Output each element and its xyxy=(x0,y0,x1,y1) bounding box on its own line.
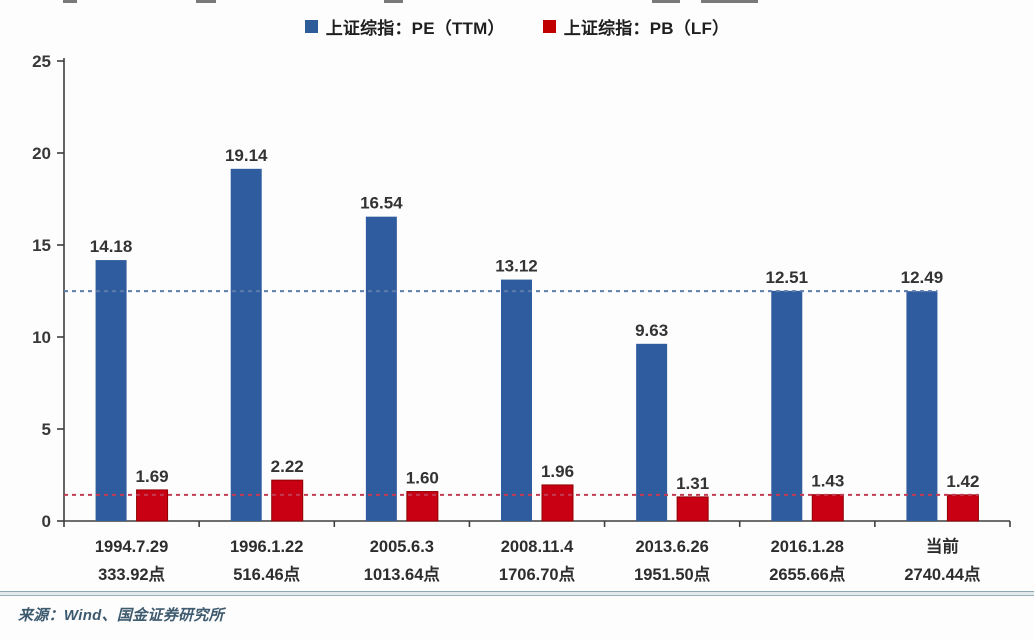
pe-bar xyxy=(501,279,532,521)
legend-swatch-pb-icon xyxy=(542,20,556,33)
y-tick-label: 25 xyxy=(32,52,51,71)
cropped-text-remnant xyxy=(384,0,403,3)
pe-value-label: 12.51 xyxy=(766,268,809,287)
pb-bar xyxy=(676,496,709,522)
pb-value-label: 1.31 xyxy=(676,474,709,493)
cropped-text-remnant xyxy=(652,0,680,3)
pb-bar xyxy=(946,494,979,522)
footer-separator xyxy=(0,591,1034,596)
pe-value-label: 19.14 xyxy=(225,146,268,165)
x-axis-label-date: 1994.7.29 xyxy=(95,538,168,556)
chart-legend: 上证综指：PE（TTM） 上证综指：PB（LF） xyxy=(0,14,1034,39)
y-tick-label: 10 xyxy=(32,328,51,347)
y-tick-label: 20 xyxy=(32,144,51,163)
pe-value-label: 16.54 xyxy=(360,194,403,213)
pe-bar xyxy=(230,168,262,521)
cropped-text-remnant xyxy=(63,0,77,3)
x-axis-label-points: 1013.64点 xyxy=(364,564,441,584)
pe-bar xyxy=(95,260,127,521)
pb-value-label: 1.43 xyxy=(811,472,844,491)
legend-item-pe: 上证综指：PE（TTM） xyxy=(304,14,505,39)
pe-value-label: 13.12 xyxy=(495,257,538,276)
pe-bar xyxy=(906,291,938,521)
x-axis-label-points: 516.46点 xyxy=(233,564,300,584)
x-axis-label-points: 2655.66点 xyxy=(769,564,846,584)
cropped-text-remnant xyxy=(196,0,216,3)
y-tick-label: 5 xyxy=(42,420,51,439)
x-axis-label-date: 2005.6.3 xyxy=(370,538,434,556)
pb-value-label: 1.69 xyxy=(136,467,169,486)
x-axis-label-points: 1951.50点 xyxy=(634,564,711,584)
x-axis-label-date: 2013.6.26 xyxy=(635,538,708,556)
x-axis-label-points: 1706.70点 xyxy=(499,564,576,584)
pb-bar xyxy=(406,491,439,522)
pe-bar xyxy=(636,343,668,521)
x-axis-label-points: 2740.44点 xyxy=(904,564,981,584)
pe-value-label: 14.18 xyxy=(90,237,133,256)
pb-value-label: 1.96 xyxy=(541,462,574,481)
x-axis-label-points: 333.92点 xyxy=(98,564,165,584)
source-note: 来源：Wind、国金证券研究所 xyxy=(18,607,225,624)
x-axis-label-date: 当前 xyxy=(926,536,959,556)
legend-swatch-pe-icon xyxy=(304,20,318,33)
pb-bar xyxy=(271,479,304,522)
pe-value-label: 9.63 xyxy=(635,321,668,340)
x-axis-label-date: 2008.11.4 xyxy=(501,538,574,556)
x-axis-label-date: 1996.1.22 xyxy=(230,538,303,556)
bar-chart-svg: 0 5 10 15 20 25 14.18 19.14 16.54 13.12 9.63 12.51 1… xyxy=(32,52,1011,584)
legend-label-pb: 上证综指：PB（LF） xyxy=(563,19,730,38)
pb-bar xyxy=(541,484,574,522)
pe-bar xyxy=(365,216,397,521)
legend-item-pb: 上证综指：PB（LF） xyxy=(542,14,730,39)
cropped-text-remnant xyxy=(701,0,758,3)
pb-value-label: 1.60 xyxy=(406,469,439,488)
pe-bar xyxy=(771,290,803,521)
y-tick-label: 0 xyxy=(42,512,51,531)
pb-bar xyxy=(811,494,844,522)
y-tick-label: 15 xyxy=(32,236,51,255)
legend-label-pe: 上证综指：PE（TTM） xyxy=(325,19,505,38)
pb-value-label: 2.22 xyxy=(271,457,304,476)
pe-value-label: 12.49 xyxy=(901,268,944,287)
pb-value-label: 1.42 xyxy=(946,472,979,491)
x-axis-label-date: 2016.1.28 xyxy=(771,538,844,556)
